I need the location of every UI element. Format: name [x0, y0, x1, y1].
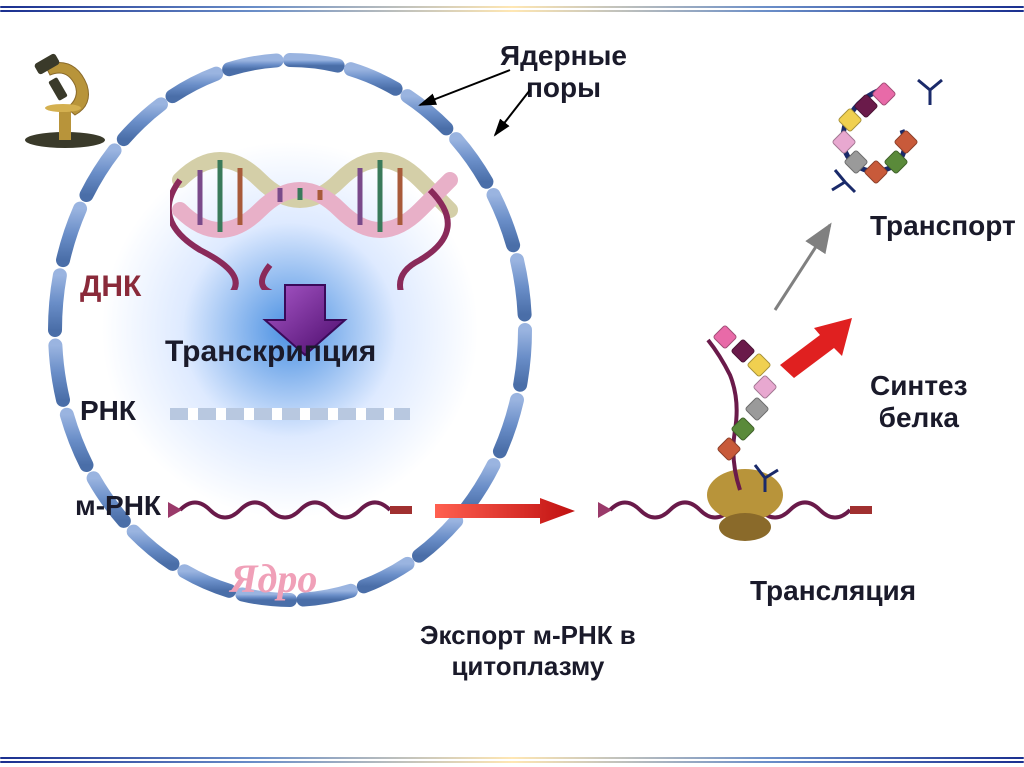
label-transport: Транспорт — [870, 210, 1016, 242]
frame-line — [0, 6, 1024, 8]
frame-top — [0, 6, 1024, 10]
label-protein-synthesis: Синтез белка — [870, 370, 968, 434]
label-transcription: Транскрипция — [165, 335, 376, 369]
synthesis-arrow-icon — [770, 310, 860, 380]
label-rna: РНК — [80, 395, 136, 427]
export-arrow-icon — [430, 496, 580, 526]
pore-arrow-icon — [380, 60, 580, 150]
frame-bottom — [0, 757, 1024, 761]
label-translation: Трансляция — [750, 575, 916, 607]
transport-arrow-icon — [760, 210, 850, 320]
rna-strip — [170, 408, 410, 420]
frame-line — [0, 757, 1024, 759]
label-nucleus: Ядро — [230, 555, 317, 602]
mrna-inside — [160, 490, 420, 530]
label-dna: ДНК — [80, 270, 141, 304]
label-mrna: м-РНК — [75, 490, 161, 522]
frame-line — [0, 761, 1024, 763]
label-export: Экспорт м-РНК в цитоплазму — [420, 620, 636, 682]
transported-protein — [830, 70, 970, 210]
frame-line — [0, 10, 1024, 12]
